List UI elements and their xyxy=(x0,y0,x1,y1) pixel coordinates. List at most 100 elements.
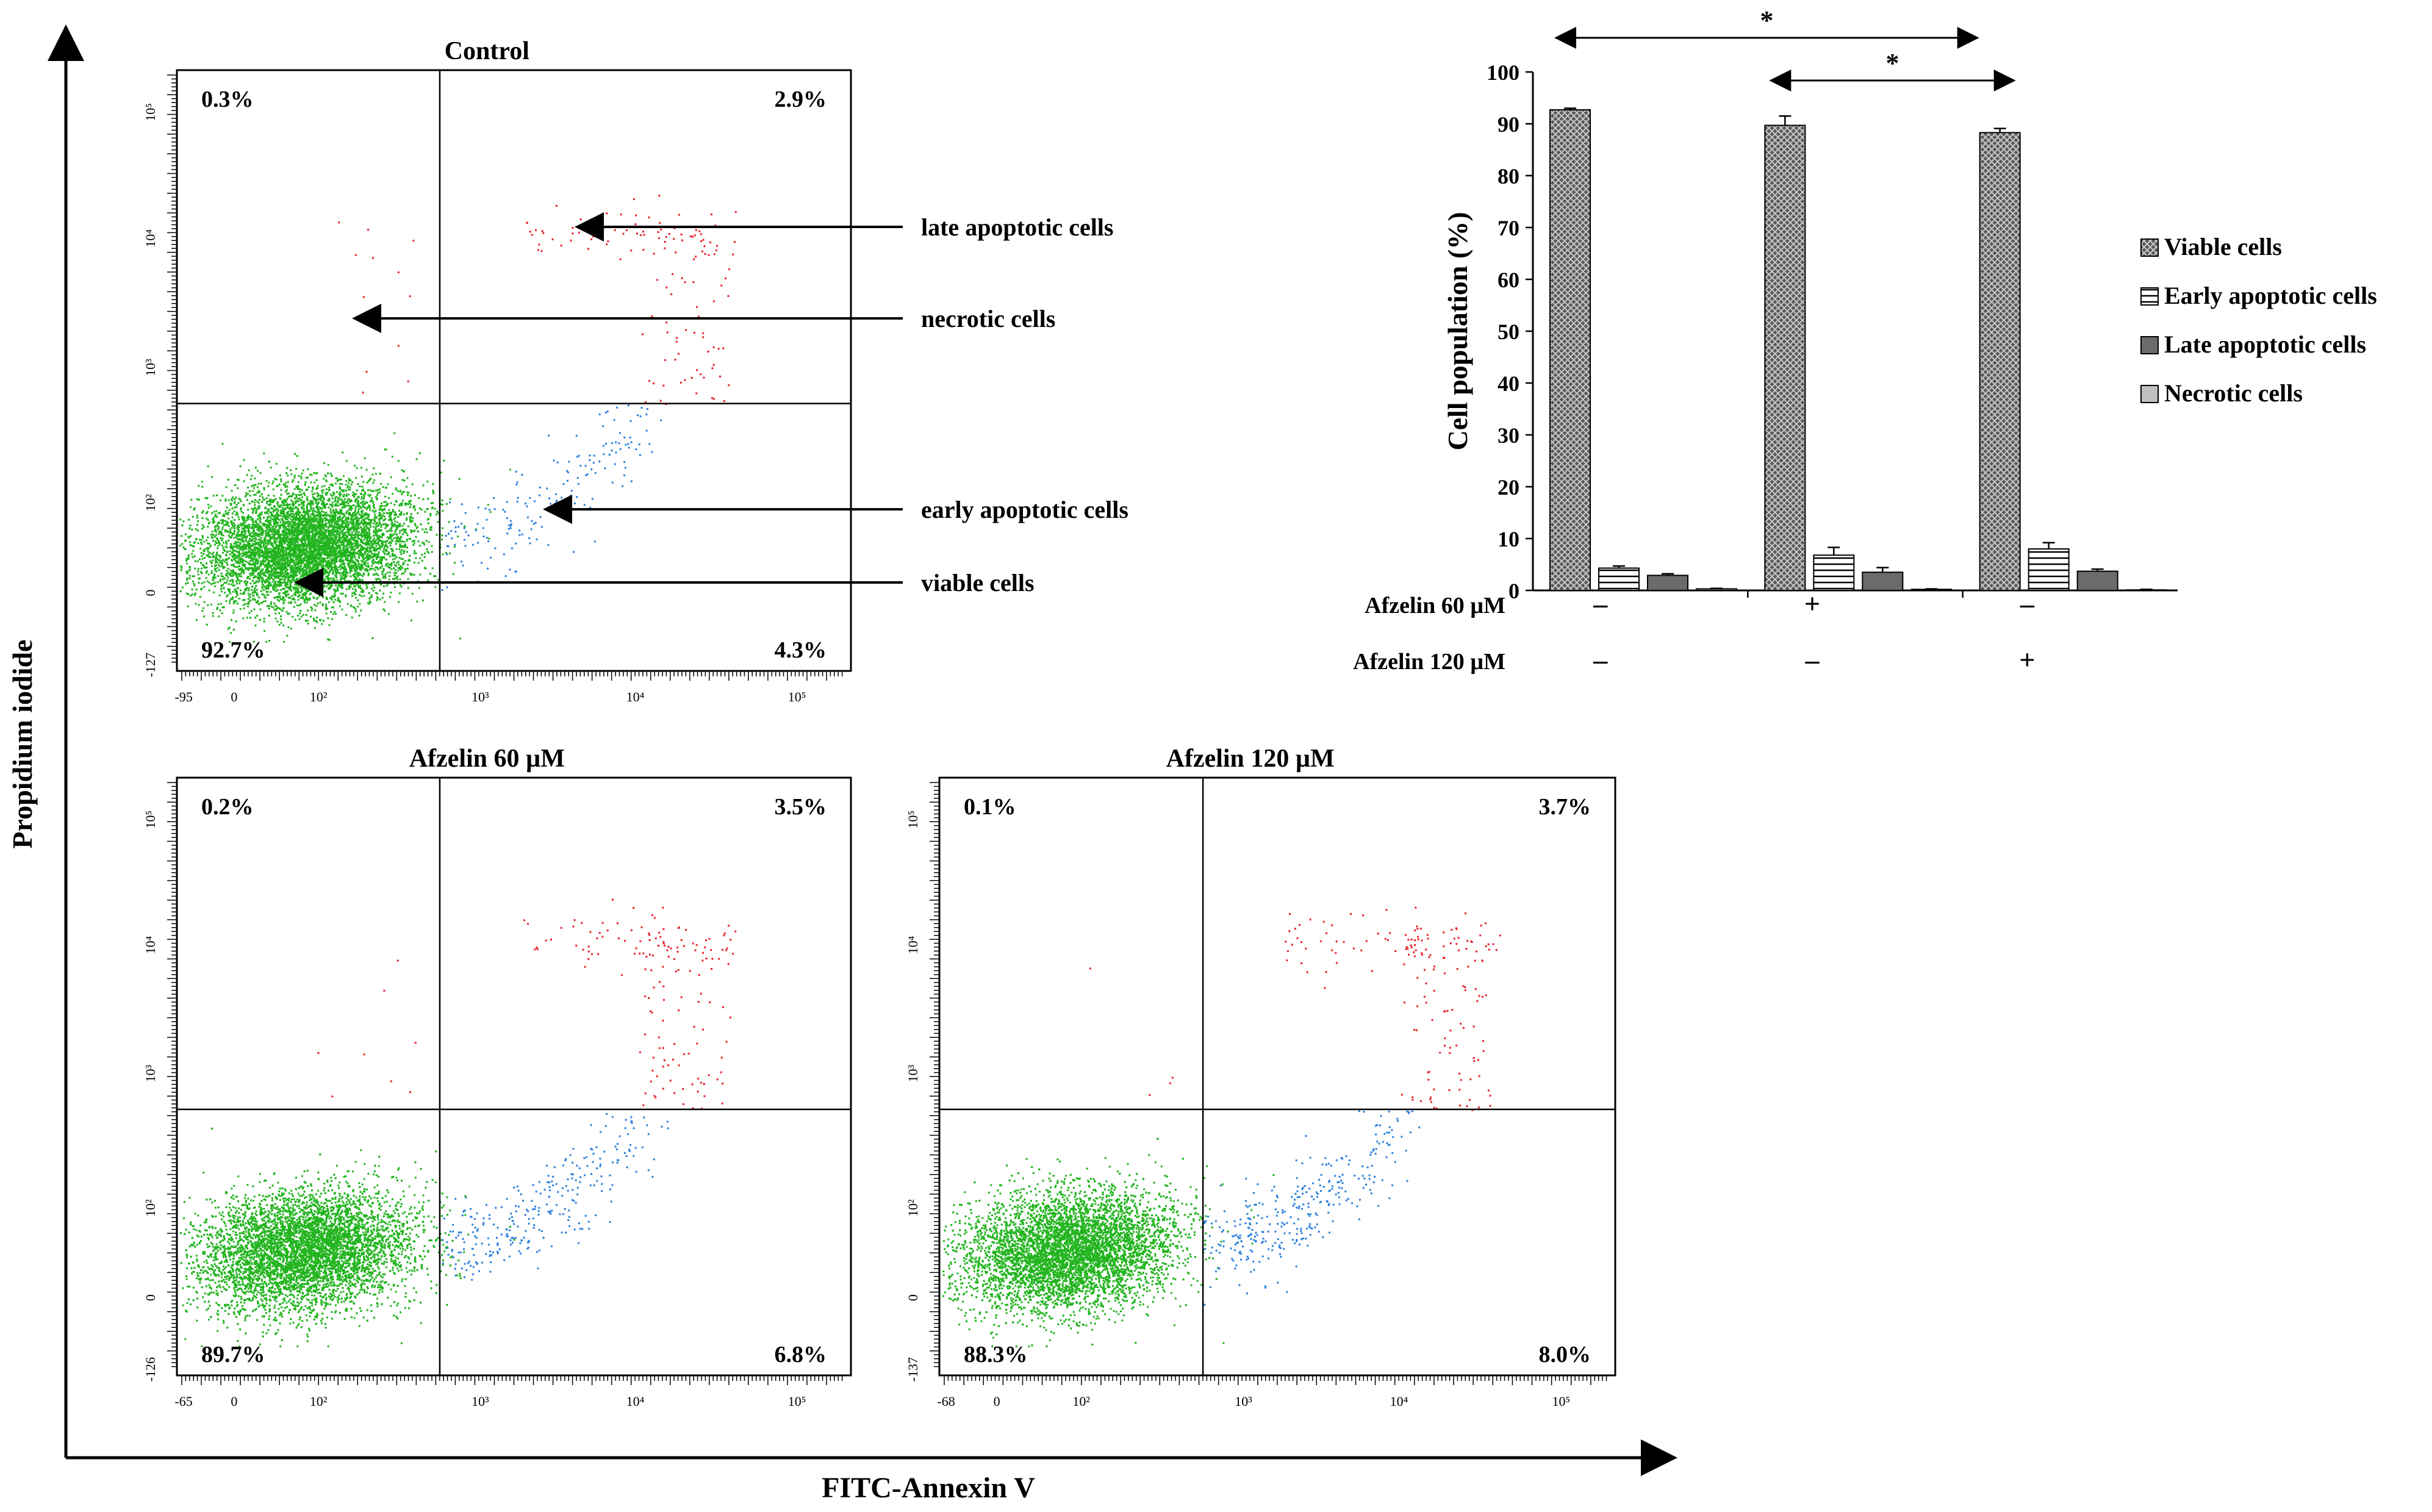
scatter-dots xyxy=(942,906,1501,1347)
x-axis-ticks: -95 0 10² 10³ 10⁴ 10⁵ xyxy=(174,671,843,704)
y-tick-label: 10⁵ xyxy=(143,103,158,121)
y-tick-label: -127 xyxy=(143,653,158,677)
condition-mark: – xyxy=(1593,644,1608,675)
bar-y-tick-label: 60 xyxy=(1498,268,1519,292)
quadrant-upper-right-pct: 2.9% xyxy=(775,87,827,112)
quadrant-upper-right-pct: 3.5% xyxy=(775,794,827,820)
bar-y-tick-label: 40 xyxy=(1498,371,1519,396)
flow-panel-2: Afzelin 120 µM 0.1% 3.7% 88.3% 8.0% -68 0 10² 10… xyxy=(905,745,1616,1409)
quadrant-upper-right-pct: 3.7% xyxy=(1539,794,1591,820)
quadrant-upper-left-pct: 0.3% xyxy=(201,87,254,112)
scatter-dots xyxy=(179,195,737,643)
x-tick-label: 10⁴ xyxy=(1390,1394,1408,1409)
quadrant-upper-left-pct: 0.1% xyxy=(964,794,1016,820)
legend-label: Necrotic cells xyxy=(2164,379,2303,407)
y-tick-label: 0 xyxy=(905,1294,920,1301)
x-tick-label: 10² xyxy=(1072,1394,1090,1409)
flow-panel-title: Control xyxy=(445,37,529,65)
flow-cytometry-panels: Control 0.3% 2.9% 92.7% 4.3% -95 0 10² 10³ 10⁴ 10⁵… xyxy=(143,37,1616,1409)
y-tick-label: 0 xyxy=(143,589,158,596)
annotation-label-viable: viable cells xyxy=(921,569,1035,597)
x-tick-label: 10⁴ xyxy=(626,689,645,704)
x-tick-label: 10² xyxy=(310,1394,328,1409)
x-axis-ticks: -68 0 10² 10³ 10⁴ 10⁵ xyxy=(937,1375,1607,1409)
x-tick-label: 10³ xyxy=(1235,1394,1252,1409)
annotation-label-necrotic: necrotic cells xyxy=(921,305,1055,332)
bar-late-apoptotic-cells xyxy=(1647,575,1688,591)
bar-early-apoptotic-cells xyxy=(1598,567,1640,592)
legend-label: Early apoptotic cells xyxy=(2164,282,2377,309)
x-tick-label: -65 xyxy=(174,1394,192,1409)
y-tick-label: 10² xyxy=(143,494,158,512)
x-tick-label: 10⁵ xyxy=(788,1394,806,1409)
x-tick-label: -95 xyxy=(174,689,192,704)
global-x-axis-label: FITC-Annexin V xyxy=(822,1472,1035,1504)
bar-y-tick-label: 90 xyxy=(1498,112,1519,137)
y-axis-ticks: -126 0 10² 10³ 10⁴ 10⁵ xyxy=(143,782,177,1381)
y-tick-label: 0 xyxy=(143,1294,158,1301)
y-tick-label: 10⁵ xyxy=(143,811,158,829)
x-tick-label: 0 xyxy=(994,1394,1000,1409)
quadrant-lower-right-pct: 6.8% xyxy=(775,1342,827,1367)
quadrant-upper-left-pct: 0.2% xyxy=(201,794,254,820)
bar-y-tick-label: 70 xyxy=(1498,216,1519,240)
y-tick-label: 10² xyxy=(905,1199,920,1217)
bar-viable-cells xyxy=(1979,132,2021,591)
y-tick-label: -137 xyxy=(905,1357,920,1381)
bar-late-apoptotic-cells xyxy=(2076,570,2118,591)
legend-swatch xyxy=(2140,287,2159,306)
condition-mark: + xyxy=(1804,588,1820,619)
global-y-axis-label: Propidium iodide xyxy=(7,640,38,849)
y-tick-label: 10³ xyxy=(905,1064,920,1082)
annotation-label-late-apoptotic: late apoptotic cells xyxy=(921,213,1114,241)
y-axis-ticks: -137 0 10² 10³ 10⁴ 10⁵ xyxy=(905,782,939,1381)
annotation-label-early-apoptotic: early apoptotic cells xyxy=(921,496,1128,523)
quadrant-lower-right-pct: 8.0% xyxy=(1539,1342,1591,1367)
x-tick-label: 10² xyxy=(310,689,328,704)
condition-mark: – xyxy=(1805,644,1820,675)
bar-late-apoptotic-cells xyxy=(1862,571,1904,591)
legend-label: Late apoptotic cells xyxy=(2164,331,2366,358)
x-tick-label: 0 xyxy=(231,689,237,704)
bar-y-tick-label: 10 xyxy=(1498,527,1519,551)
condition-label: Afzelin 60 µM xyxy=(1365,593,1505,618)
y-tick-label: 10⁴ xyxy=(905,936,920,954)
y-tick-label: 10³ xyxy=(143,1064,158,1082)
condition-label: Afzelin 120 µM xyxy=(1353,649,1505,675)
flow-panel-frame xyxy=(176,69,852,672)
condition-mark: + xyxy=(2019,644,2035,675)
flow-panel-title: Afzelin 60 µM xyxy=(409,745,565,773)
significance-star: * xyxy=(1886,48,1899,78)
legend-swatch xyxy=(2140,336,2159,354)
x-tick-label: 10⁴ xyxy=(626,1394,645,1409)
legend-label: Viable cells xyxy=(2164,233,2282,260)
flow-panel-0: Control 0.3% 2.9% 92.7% 4.3% -95 0 10² 10³ 10⁴ 10⁵… xyxy=(143,37,852,704)
bar-y-tick-label: 50 xyxy=(1498,320,1519,344)
bar-y-tick-label: 100 xyxy=(1487,60,1519,85)
x-tick-label: 10³ xyxy=(472,689,489,704)
bar-viable-cells xyxy=(1764,124,1806,592)
bar-y-tick-label: 80 xyxy=(1498,164,1519,188)
scatter-dots xyxy=(180,898,737,1347)
significance-star: * xyxy=(1760,5,1773,35)
flow-panel-1: Afzelin 60 µM 0.2% 3.5% 89.7% 6.8% -65 0 10² 10³… xyxy=(143,745,852,1409)
bar-y-tick-label: 0 xyxy=(1508,579,1519,603)
y-tick-label: 10⁴ xyxy=(143,936,158,954)
quadrant-lower-left-pct: 92.7% xyxy=(201,637,265,663)
quadrant-lower-left-pct: 88.3% xyxy=(964,1342,1028,1367)
flow-panel-title: Afzelin 120 µM xyxy=(1166,745,1335,773)
bar-y-axis-label: Cell population (%) xyxy=(1442,212,1473,450)
y-tick-label: -126 xyxy=(143,1357,158,1381)
legend-swatch xyxy=(2140,385,2159,403)
x-tick-label: -68 xyxy=(937,1394,955,1409)
x-axis-ticks: -65 0 10² 10³ 10⁴ 10⁵ xyxy=(174,1375,843,1409)
y-axis-ticks: -127 0 10² 10³ 10⁴ 10⁵ xyxy=(143,74,177,677)
flow-panel-frame xyxy=(938,776,1616,1377)
quadrant-lower-left-pct: 89.7% xyxy=(201,1342,265,1367)
x-tick-label: 0 xyxy=(231,1394,237,1409)
y-tick-label: 10² xyxy=(143,1199,158,1217)
annotation-arrows: late apoptotic cells necrotic cells earl… xyxy=(294,212,1128,597)
bar-y-tick-label: 20 xyxy=(1498,475,1519,500)
x-tick-label: 10⁵ xyxy=(788,689,806,704)
